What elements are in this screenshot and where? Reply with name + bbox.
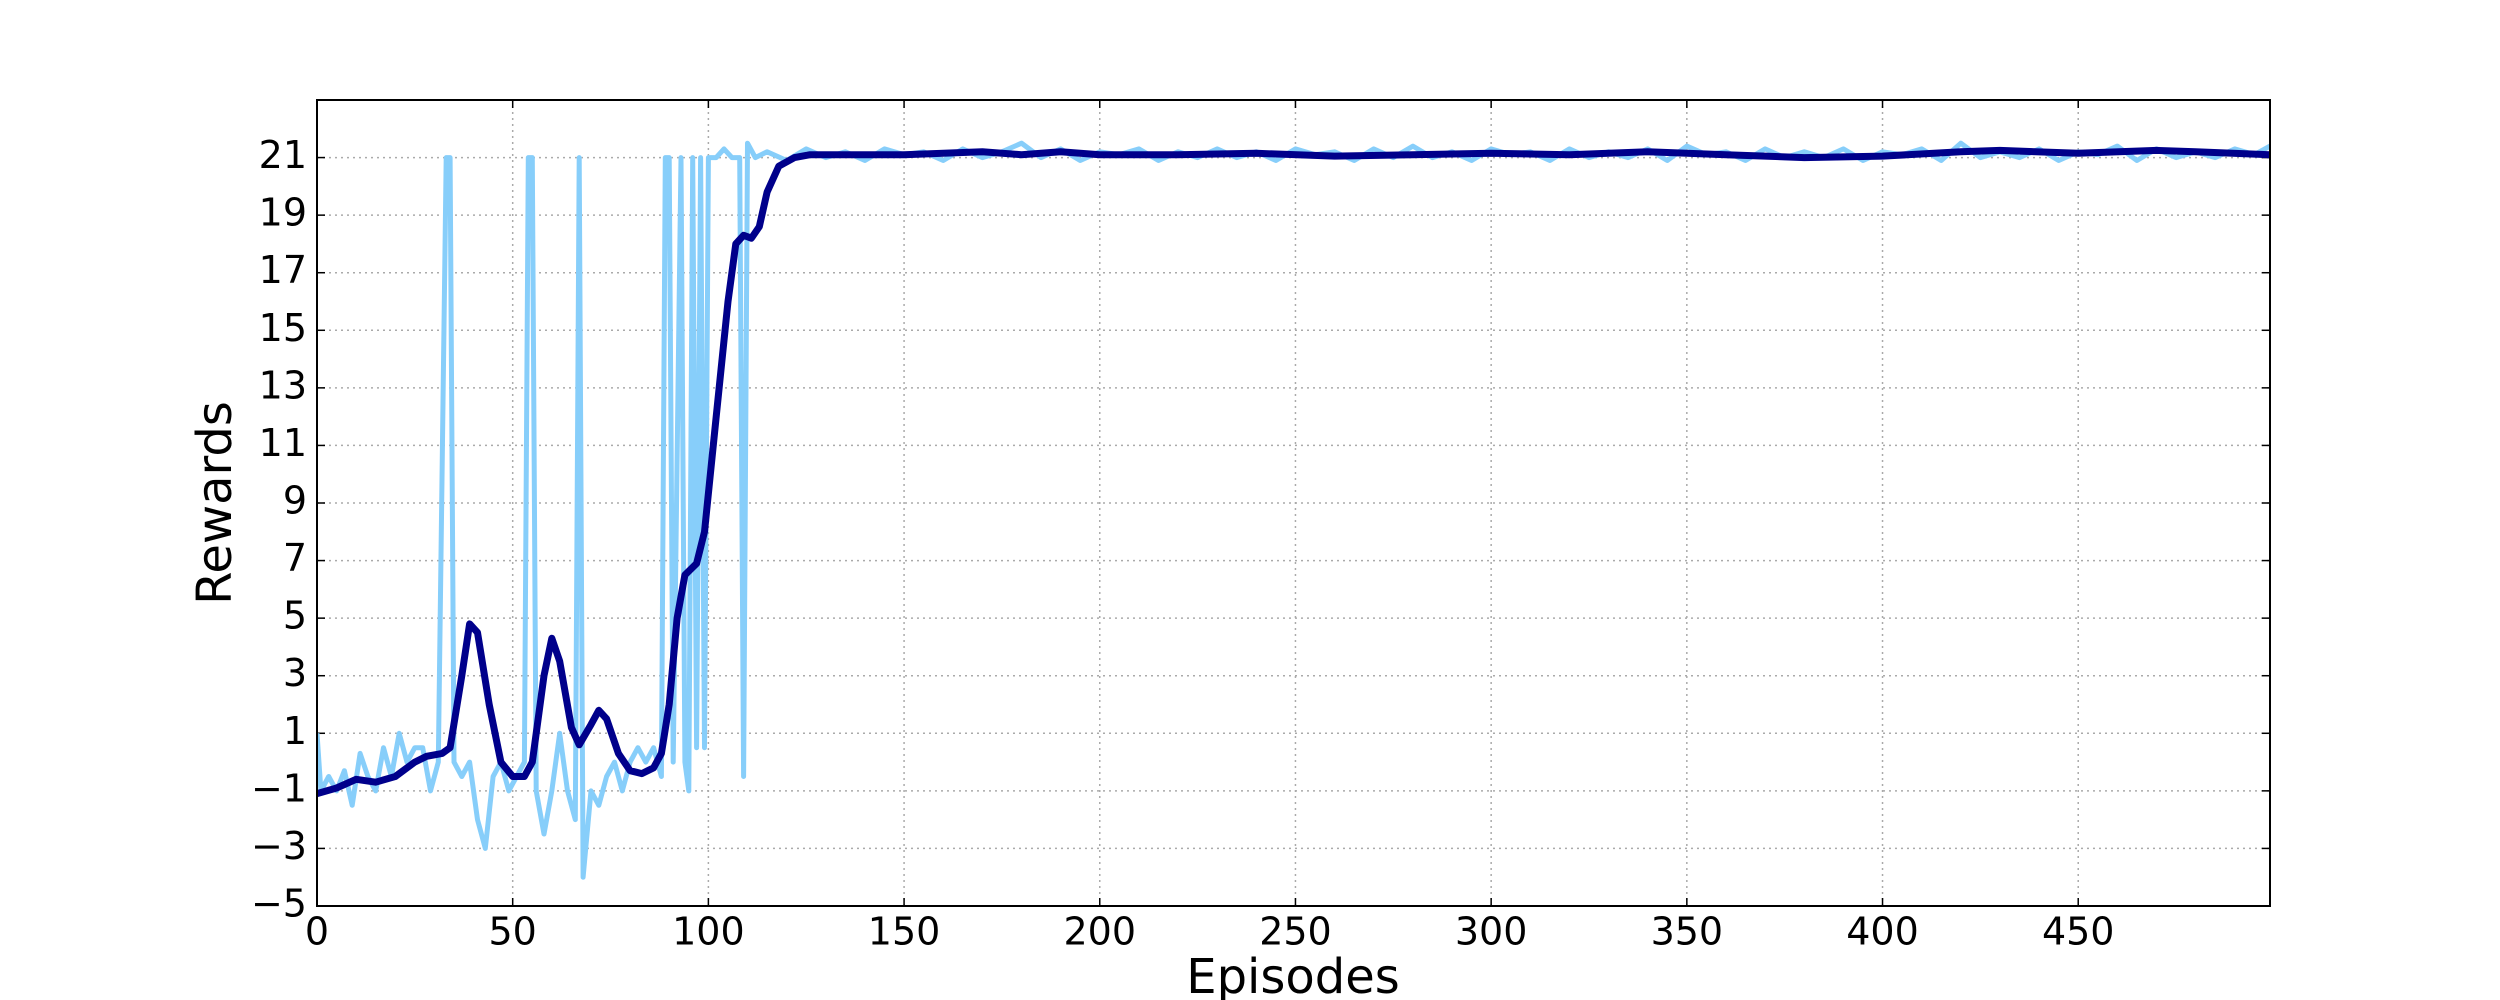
series-line bbox=[317, 146, 2270, 798]
x-tick-label: 400 bbox=[1846, 910, 1919, 954]
y-tick-label: 17 bbox=[259, 248, 307, 292]
y-tick-label: 1 bbox=[283, 709, 307, 753]
y-tick-label: −5 bbox=[251, 882, 307, 926]
y-tick-label: 3 bbox=[283, 651, 307, 695]
x-tick-label: 350 bbox=[1651, 910, 1724, 954]
y-tick-label: 9 bbox=[283, 479, 307, 523]
y-tick-label: 19 bbox=[259, 191, 307, 235]
y-tick-label: 13 bbox=[259, 363, 307, 407]
plot-lines bbox=[317, 140, 2270, 880]
y-tick-label: −3 bbox=[251, 824, 307, 868]
y-tick-label: 5 bbox=[283, 594, 307, 638]
x-tick-label: 0 bbox=[305, 910, 329, 954]
x-tick-label: 300 bbox=[1455, 910, 1528, 954]
y-tick-label: 7 bbox=[283, 536, 307, 580]
y-axis-label: Rewards bbox=[187, 401, 243, 605]
x-tick-label: 250 bbox=[1259, 910, 1332, 954]
x-tick-label: 200 bbox=[1063, 910, 1136, 954]
y-tick-label: −1 bbox=[251, 766, 307, 810]
series-line bbox=[317, 140, 2270, 880]
x-axis-label: Episodes bbox=[1186, 949, 1400, 1000]
y-tick-label: 15 bbox=[259, 306, 307, 350]
plot-frame bbox=[316, 99, 2271, 907]
x-tick-label: 50 bbox=[489, 910, 537, 954]
x-tick-label: 150 bbox=[868, 910, 941, 954]
x-tick-label: 100 bbox=[672, 910, 745, 954]
y-tick-label: 11 bbox=[259, 421, 307, 465]
y-tick-label: 21 bbox=[259, 133, 307, 177]
x-tick-label: 450 bbox=[2042, 910, 2115, 954]
